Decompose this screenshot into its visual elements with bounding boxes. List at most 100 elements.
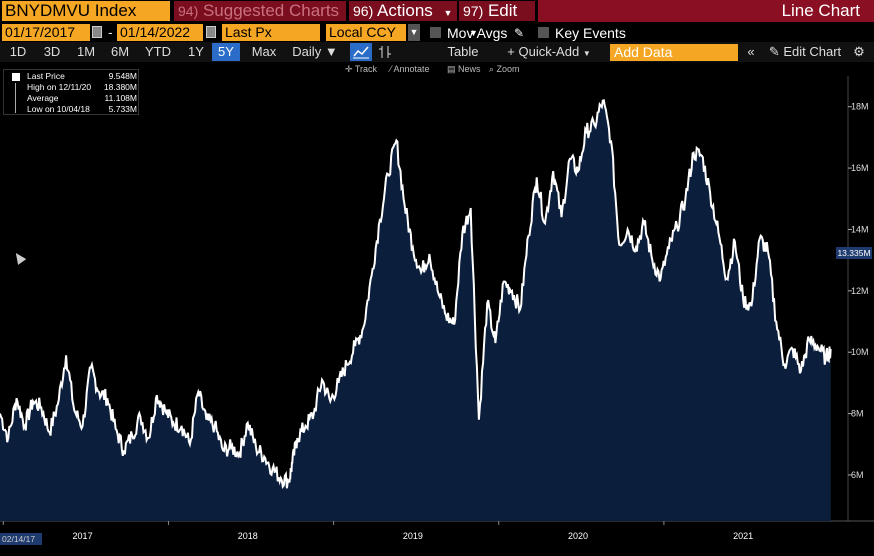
price-chart[interactable]: 6M 8M 10M 12M 14M 16M 18M 2017 2018 2019 2020 2021 bbox=[0, 76, 874, 556]
track-tool[interactable]: ✛ Track bbox=[345, 63, 377, 75]
last-price-tag: 13.335M bbox=[836, 247, 872, 259]
ticker-field[interactable]: BNYDMVU Index bbox=[2, 1, 170, 21]
suggested-charts-label: Suggested Charts bbox=[202, 1, 340, 20]
zoom-tool[interactable]: ⌕ Zoom bbox=[489, 63, 520, 75]
pencil-icon[interactable]: ✎ bbox=[514, 26, 525, 40]
zoom-icon: ⌕ bbox=[489, 64, 497, 74]
suggested-charts-num: 94) bbox=[178, 3, 199, 19]
quick-add-label: Quick-Add bbox=[518, 44, 580, 59]
y-tick-label: 10M bbox=[851, 347, 869, 357]
last-price-label: Last Price bbox=[27, 71, 65, 81]
legend-high: High on 12/11/20 18.380M bbox=[27, 82, 139, 93]
mov-avgs-checkbox[interactable] bbox=[430, 27, 441, 38]
x-tick-label: 2020 bbox=[568, 531, 588, 541]
legend-bracket bbox=[15, 83, 16, 113]
legend-last-price: Last Price 9.548M bbox=[27, 71, 139, 82]
suggested-charts-tab[interactable]: 94) Suggested Charts bbox=[174, 1, 346, 21]
range-dash: - bbox=[108, 24, 113, 40]
price-line bbox=[0, 99, 832, 490]
y-tick-label: 8M bbox=[851, 409, 864, 419]
edit-caret-icon: ▼ bbox=[469, 28, 478, 38]
currency-dropdown-icon[interactable]: ▼ bbox=[408, 24, 420, 41]
view-title: Line Chart bbox=[781, 1, 860, 20]
edit-chart-button[interactable]: ✎ Edit Chart bbox=[764, 43, 846, 61]
news-icon: ▤ bbox=[447, 64, 459, 74]
chart-legend: Last Price 9.548M High on 12/11/20 18.38… bbox=[3, 69, 139, 115]
average-label: Average bbox=[27, 93, 59, 103]
low-label: Low on 10/04/18 bbox=[27, 104, 90, 114]
period-1d-button[interactable]: 1D bbox=[9, 44, 27, 59]
x-tick-label: 2021 bbox=[733, 531, 753, 541]
settings-gear-icon[interactable]: ⚙ bbox=[853, 44, 865, 59]
edit-num: 97) bbox=[463, 3, 484, 19]
y-axis: 6M 8M 10M 12M 14M 16M 18M bbox=[848, 102, 869, 480]
x-axis: 2017 2018 2019 2020 2021 bbox=[2, 521, 753, 541]
edit-chart-pencil-icon: ✎ bbox=[768, 44, 780, 59]
title-bar: BNYDMVU Index 94) Suggested Charts 96) A… bbox=[0, 0, 874, 38]
actions-num: 96) bbox=[353, 3, 374, 19]
high-label: High on 12/11/20 bbox=[27, 82, 92, 92]
candle-chart-type-icon[interactable] bbox=[374, 43, 396, 61]
last-price-value: 9.548M bbox=[108, 71, 137, 81]
frequency-caret-icon: ▼ bbox=[324, 44, 338, 59]
collapse-icon[interactable]: « bbox=[747, 44, 755, 59]
period-1y-button[interactable]: 1Y bbox=[188, 44, 204, 59]
start-calendar-icon[interactable] bbox=[92, 26, 102, 38]
y-tick-label: 16M bbox=[851, 163, 869, 173]
average-value: 11.108M bbox=[104, 93, 137, 103]
zoom-label: Zoom bbox=[496, 64, 520, 74]
y-tick-label: 6M bbox=[851, 470, 864, 480]
track-label: Track bbox=[354, 64, 378, 74]
frequency-select[interactable]: Daily ▼ bbox=[288, 43, 342, 61]
start-date-field[interactable]: 01/17/2017 bbox=[2, 24, 90, 41]
end-calendar-icon[interactable] bbox=[206, 26, 216, 38]
actions-caret-icon: ▼ bbox=[443, 8, 453, 18]
line-chart-type-icon[interactable] bbox=[350, 43, 372, 61]
toolbar: 1D 3D 1M 6M YTD 1Y 5Y Max Daily ▼ Table … bbox=[0, 42, 874, 62]
actions-label: Actions bbox=[377, 1, 433, 20]
quick-add-caret-icon: ▼ bbox=[582, 49, 591, 58]
price-area-fill bbox=[0, 100, 831, 522]
period-5y-button[interactable]: 5Y bbox=[212, 43, 240, 61]
start-date-tag: 02/14/17 bbox=[0, 533, 42, 545]
news-tool[interactable]: ▤ News bbox=[447, 63, 481, 75]
period-1m-button[interactable]: 1M bbox=[76, 44, 96, 59]
low-value: 5.733M bbox=[108, 104, 137, 114]
y-tick-label: 14M bbox=[851, 224, 869, 234]
frequency-label: Daily bbox=[292, 44, 322, 59]
last-price-swatch[interactable] bbox=[12, 73, 20, 81]
high-value: 18.380M bbox=[103, 82, 137, 92]
edit-label: Edit bbox=[487, 1, 518, 20]
y-tick-label: 18M bbox=[851, 102, 869, 112]
track-icon: ✛ bbox=[345, 64, 355, 74]
end-date-field[interactable]: 01/14/2022 bbox=[117, 24, 203, 41]
period-ytd-button[interactable]: YTD bbox=[145, 44, 171, 59]
header-banner: Line Chart bbox=[538, 0, 874, 22]
period-max-button[interactable]: Max bbox=[251, 44, 277, 59]
range-bar: 01/17/2017 - 01/14/2022 Last Px Local CC… bbox=[0, 23, 874, 42]
edit-chart-label: Edit Chart bbox=[783, 44, 842, 59]
period-6m-button[interactable]: 6M bbox=[110, 44, 130, 59]
news-label: News bbox=[458, 64, 481, 74]
annotate-tool[interactable]: ⁄ Annotate bbox=[390, 63, 430, 75]
currency-select[interactable]: Local CCY bbox=[326, 24, 406, 41]
x-tick-label: 2018 bbox=[238, 531, 258, 541]
x-tick-label: 2017 bbox=[73, 531, 93, 541]
plus-icon: + bbox=[507, 44, 515, 59]
quick-add-button[interactable]: + Quick-Add ▼ bbox=[500, 43, 598, 61]
period-3d-button[interactable]: 3D bbox=[43, 44, 61, 59]
table-button[interactable]: Table bbox=[447, 44, 479, 59]
legend-low: Low on 10/04/18 5.733M bbox=[27, 104, 139, 115]
annotate-icon: ⁄ bbox=[390, 64, 394, 74]
chart-tools-bar: ✛ Track ⁄ Annotate ▤ News ⌕ Zoom bbox=[0, 62, 874, 76]
key-events-checkbox[interactable] bbox=[538, 27, 549, 38]
edit-menu[interactable]: 97) Edit ▼ bbox=[459, 1, 535, 38]
annotate-label: Annotate bbox=[393, 64, 430, 74]
key-events-label: Key Events bbox=[555, 25, 626, 41]
add-data-input[interactable]: Add Data bbox=[610, 44, 738, 61]
price-field-select[interactable]: Last Px bbox=[222, 24, 320, 41]
y-tick-label: 12M bbox=[851, 286, 869, 296]
x-tick-label: 2019 bbox=[403, 531, 423, 541]
actions-menu[interactable]: 96) Actions ▼ bbox=[349, 1, 457, 21]
mov-avgs-label: Mov Avgs bbox=[447, 25, 508, 41]
